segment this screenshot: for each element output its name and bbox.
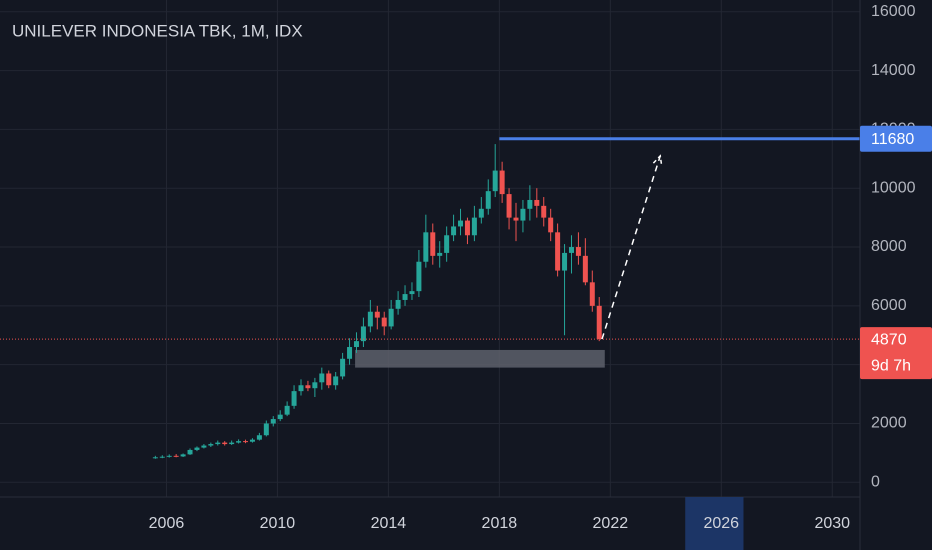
last-price-box <box>860 327 932 380</box>
y-tick-label: 2000 <box>871 415 907 432</box>
candle-body <box>263 423 269 436</box>
candle-body <box>326 373 332 386</box>
candle-body <box>520 208 526 221</box>
candle-body <box>256 435 262 440</box>
chart-title: UNILEVER INDONESIA TBK, 1M, IDX <box>12 21 303 40</box>
candle-body <box>395 299 401 309</box>
candle-body <box>215 442 221 445</box>
candle-body <box>388 308 394 327</box>
y-tick-label: 0 <box>871 474 880 491</box>
candle-body <box>562 252 568 271</box>
candle-body <box>381 317 387 327</box>
candle-body <box>159 456 165 458</box>
candle-body <box>194 447 200 450</box>
time-highlight <box>685 497 744 550</box>
candle-body <box>270 419 276 424</box>
candle-body <box>353 341 359 348</box>
candle-body <box>478 208 484 218</box>
candle-body <box>229 442 235 445</box>
support-zone <box>355 349 605 368</box>
candle-body <box>312 382 318 389</box>
candle-body <box>471 217 477 236</box>
candle-body <box>464 220 470 236</box>
y-tick-label: 14000 <box>871 62 916 79</box>
candle-body <box>305 385 311 389</box>
candle-body <box>243 441 249 443</box>
y-tick-label: 8000 <box>871 238 907 255</box>
candle-body <box>499 170 505 195</box>
candle-body <box>208 444 214 446</box>
candle-body <box>437 252 443 256</box>
candle-body <box>513 217 519 221</box>
candle-body <box>506 194 512 218</box>
candle-body <box>575 247 581 256</box>
candle-body <box>589 282 595 306</box>
arrow-head <box>652 154 663 166</box>
axes: 0200040006000800010000120001400016000200… <box>149 3 932 550</box>
countdown-label: 9d 7h <box>871 357 911 374</box>
candle-body <box>360 326 366 342</box>
candle-body <box>409 291 415 295</box>
candle-body <box>319 373 325 383</box>
x-tick-label: 2006 <box>149 515 185 532</box>
x-tick-label: 2018 <box>482 515 518 532</box>
candle-body <box>152 457 158 459</box>
candle-body <box>541 205 547 218</box>
last-price-label: 4870 <box>871 331 907 348</box>
resistance-label-box <box>860 125 932 152</box>
candle-body <box>492 170 498 192</box>
candle-body <box>333 376 339 386</box>
candle-body <box>173 455 179 457</box>
x-tick-label: 2010 <box>260 515 296 532</box>
candle-body <box>222 442 228 445</box>
candle-body <box>347 347 353 359</box>
candle-body <box>423 232 429 262</box>
plot <box>0 137 860 459</box>
candle-body <box>568 247 574 253</box>
y-tick-label: 10000 <box>871 179 916 196</box>
x-tick-label: 2026 <box>703 515 739 532</box>
candle-body <box>277 414 283 420</box>
grid <box>0 0 860 497</box>
candle-body <box>527 199 533 209</box>
candle-body <box>284 405 290 415</box>
candle-body <box>534 199 540 206</box>
candle-body <box>236 441 242 443</box>
y-tick-label: 6000 <box>871 297 907 314</box>
candle-body <box>430 232 436 256</box>
candle-body <box>374 311 380 318</box>
x-tick-label: 2030 <box>814 515 850 532</box>
candle-body <box>458 220 464 227</box>
resistance-label: 11680 <box>871 131 914 148</box>
x-tick-label: 2022 <box>593 515 629 532</box>
candle-body <box>444 235 450 253</box>
candle-body <box>416 261 422 292</box>
candle-body <box>555 232 561 271</box>
candle-body <box>298 385 304 392</box>
candle-body <box>291 391 297 406</box>
candle-body <box>596 305 602 340</box>
candle-body <box>451 226 457 236</box>
candle-body <box>187 449 193 455</box>
y-tick-label: 16000 <box>871 3 916 20</box>
candle-body <box>166 455 172 457</box>
candle-body <box>180 454 186 457</box>
candle-body <box>340 358 346 377</box>
candle-body <box>249 439 255 442</box>
candle-body <box>367 311 373 327</box>
candle-body <box>402 294 408 300</box>
x-tick-label: 2014 <box>371 515 407 532</box>
candle-body <box>582 255 588 283</box>
candle-body <box>548 217 554 233</box>
candle-body <box>485 191 491 209</box>
candle-body <box>201 445 207 448</box>
